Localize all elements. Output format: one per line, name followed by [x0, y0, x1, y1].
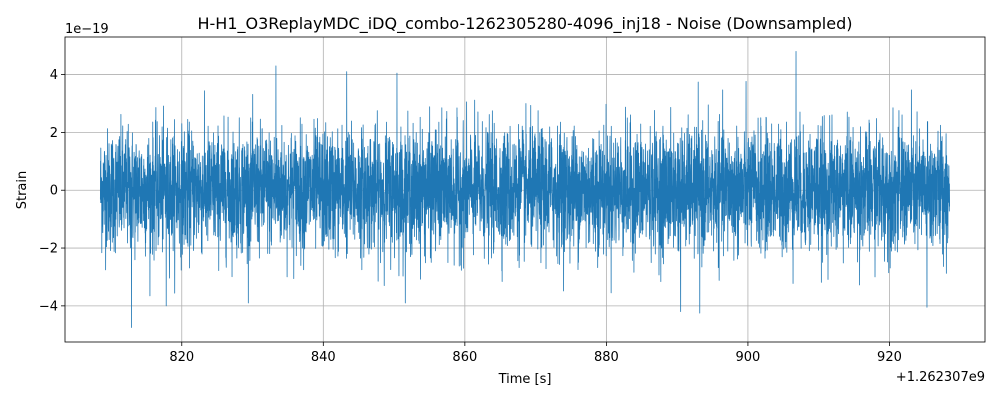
x-tick-label: 820 [169, 350, 194, 365]
x-tick-label: 900 [736, 350, 761, 365]
series-group [99, 51, 951, 328]
y-tick-label: 4 [50, 68, 58, 83]
axes-frame [64, 36, 986, 343]
series-line [99, 51, 951, 328]
x-tick-label: 920 [877, 350, 902, 365]
y-tick-label: −2 [39, 242, 58, 257]
y-tick-label: 2 [50, 126, 58, 141]
x-tick-label: 840 [311, 350, 336, 365]
y-scale-label: 1e−19 [65, 22, 109, 37]
x-axis: 820 840 860 880 900 920 [169, 342, 902, 365]
y-axis-label: Strain [15, 171, 30, 210]
y-tick-label: −4 [39, 299, 58, 314]
plot-area [99, 51, 951, 328]
y-axis: −4 −2 0 2 4 [39, 68, 65, 314]
chart-title: H-H1_O3ReplayMDC_iDQ_combo-1262305280-40… [198, 14, 853, 34]
y-tick-label: 0 [50, 184, 58, 199]
x-axis-label: Time [s] [498, 372, 552, 387]
x-tick-label: 880 [594, 350, 619, 365]
x-offset-label: +1.262307e9 [896, 370, 985, 385]
x-tick-label: 860 [452, 350, 477, 365]
